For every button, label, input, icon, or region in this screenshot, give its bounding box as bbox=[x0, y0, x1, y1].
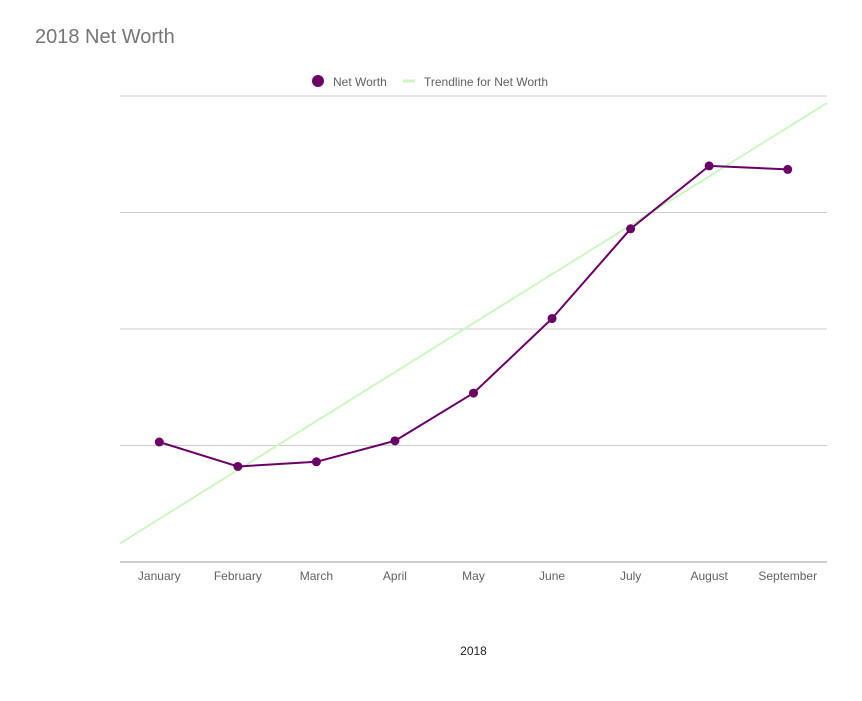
x-tick-label: June bbox=[539, 569, 565, 583]
trendline-net-worth bbox=[119, 102, 828, 545]
x-tick-label: April bbox=[383, 569, 407, 583]
x-tick-label: August bbox=[690, 569, 728, 583]
data-point-june[interactable] bbox=[547, 314, 557, 324]
x-axis-title: 2018 bbox=[460, 644, 487, 658]
x-tick-label: February bbox=[214, 569, 262, 583]
gridlines bbox=[120, 95, 827, 563]
legend-marker-net-worth bbox=[312, 75, 324, 87]
data-point-march[interactable] bbox=[311, 457, 321, 467]
series-line-net-worth bbox=[158, 164, 788, 468]
chart-title: 2018 Net Worth bbox=[35, 26, 175, 48]
data-point-february[interactable] bbox=[233, 461, 243, 471]
x-tick-label: July bbox=[620, 569, 641, 583]
legend: Net Worth Trendline for Net Worth bbox=[312, 75, 548, 89]
legend-label-trendline: Trendline for Net Worth bbox=[424, 75, 548, 89]
x-tick-label: March bbox=[300, 569, 333, 583]
data-point-september[interactable] bbox=[783, 164, 793, 174]
series-layer bbox=[119, 102, 828, 545]
data-point-january[interactable] bbox=[154, 437, 164, 447]
data-point-july[interactable] bbox=[626, 224, 636, 234]
legend-label-net-worth: Net Worth bbox=[333, 75, 387, 89]
x-tick-label: January bbox=[138, 569, 181, 583]
data-point-august[interactable] bbox=[704, 161, 714, 171]
x-tick-label: September bbox=[758, 569, 817, 583]
x-tick-label: May bbox=[462, 569, 485, 583]
x-tick-labels: January February March April May June July Augu… bbox=[138, 569, 817, 583]
data-point-may[interactable] bbox=[469, 388, 478, 398]
data-point-april[interactable] bbox=[390, 436, 400, 446]
